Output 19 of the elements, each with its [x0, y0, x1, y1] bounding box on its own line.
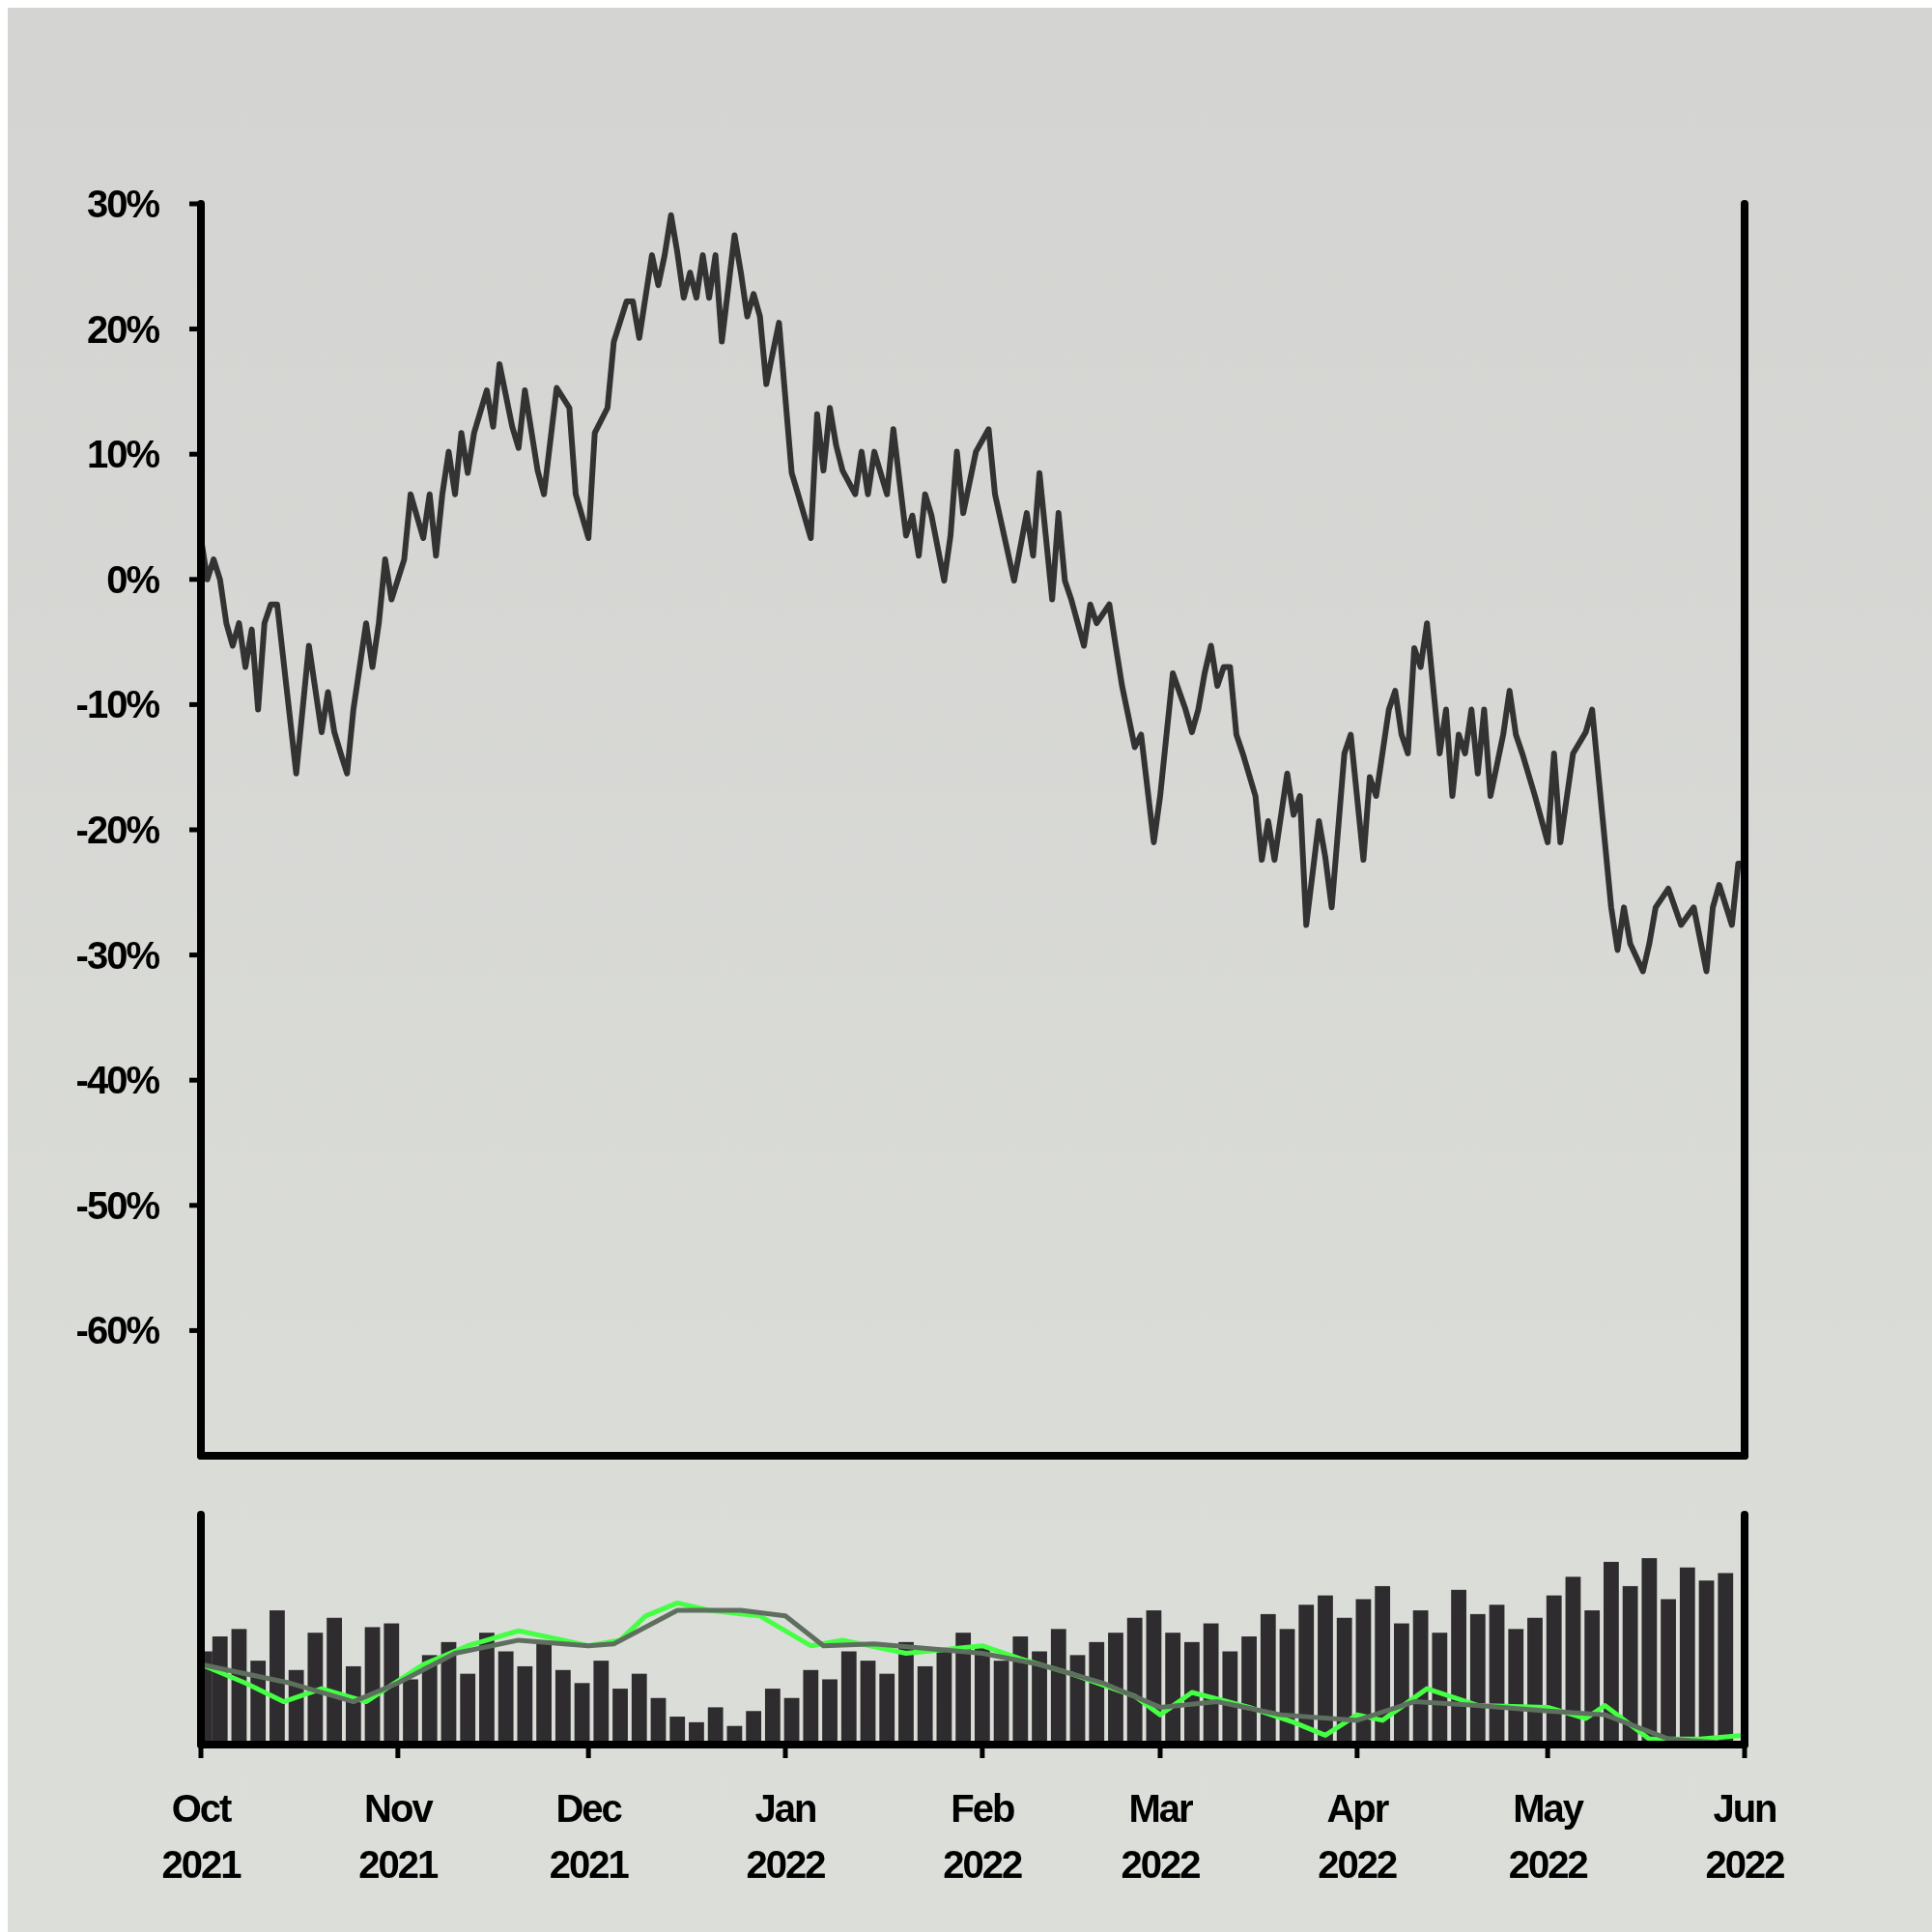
y-tick-label: -50% — [75, 1183, 160, 1227]
x-tick-label: Dec 2021 — [549, 1787, 630, 1886]
x-tick-label: Feb 2022 — [943, 1787, 1023, 1886]
y-tick-label: 20% — [86, 307, 160, 351]
y-tick-label: -60% — [75, 1309, 160, 1352]
x-tick-label: Jan 2022 — [746, 1787, 826, 1886]
x-tick-label: Mar 2022 — [1121, 1787, 1201, 1886]
x-tick-label: Oct 2021 — [161, 1787, 242, 1886]
x-tick-label: May 2022 — [1508, 1787, 1588, 1886]
x-tick-label: Apr 2022 — [1318, 1787, 1398, 1886]
y-tick-label: -20% — [75, 809, 160, 851]
y-tick-label: -40% — [75, 1059, 160, 1102]
x-tick-label: Jun 2022 — [1705, 1787, 1785, 1886]
x-tick-label: Nov 2021 — [358, 1787, 440, 1886]
y-tick-label: 10% — [86, 433, 160, 476]
y-tick-label: 30% — [86, 183, 160, 225]
y-tick-label: 0% — [106, 557, 160, 601]
y-tick-label: -30% — [75, 933, 160, 977]
y-tick-label: -10% — [75, 683, 160, 726]
